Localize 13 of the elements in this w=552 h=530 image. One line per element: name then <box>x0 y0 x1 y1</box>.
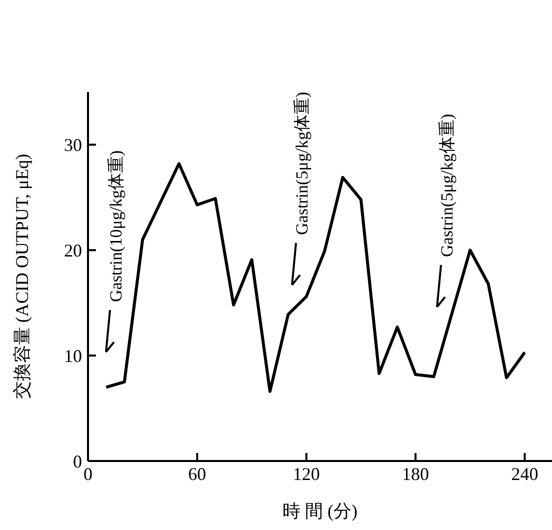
y-tick-label: 0 <box>73 451 82 472</box>
y-tick-label: 20 <box>64 240 82 261</box>
y-tick-label: 30 <box>64 135 82 156</box>
x-tick-label: 120 <box>292 464 320 484</box>
annotation: Gastrin(5μg/kg体重) <box>438 114 456 257</box>
y-tick-label: 10 <box>64 346 82 366</box>
x-tick-label: 60 <box>188 464 206 484</box>
annotation: Gastrin(5μg/kg体重) <box>292 92 312 235</box>
annotation: Gastrin(10μg/kg体重) <box>106 150 126 302</box>
y-axis-title: 交換容量 (ACID OUTPUT, μEq) <box>12 154 32 400</box>
x-tick-label: 240 <box>511 464 538 484</box>
x-axis-title: 時 間 (分) <box>282 501 358 521</box>
x-tick-label: 180 <box>402 464 430 484</box>
